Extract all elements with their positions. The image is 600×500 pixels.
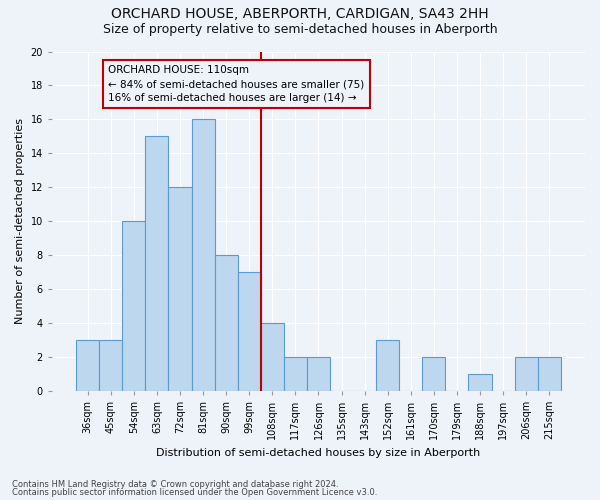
Bar <box>238 272 261 391</box>
Text: Contains public sector information licensed under the Open Government Licence v3: Contains public sector information licen… <box>12 488 377 497</box>
Bar <box>469 374 491 391</box>
Bar <box>76 340 99 391</box>
Y-axis label: Number of semi-detached properties: Number of semi-detached properties <box>15 118 25 324</box>
Bar <box>99 340 122 391</box>
X-axis label: Distribution of semi-detached houses by size in Aberporth: Distribution of semi-detached houses by … <box>157 448 481 458</box>
Bar <box>169 187 191 391</box>
Bar <box>215 255 238 391</box>
Bar <box>307 357 330 391</box>
Text: ORCHARD HOUSE: 110sqm
← 84% of semi-detached houses are smaller (75)
16% of semi: ORCHARD HOUSE: 110sqm ← 84% of semi-deta… <box>109 65 365 103</box>
Bar <box>422 357 445 391</box>
Bar <box>191 120 215 391</box>
Text: ORCHARD HOUSE, ABERPORTH, CARDIGAN, SA43 2HH: ORCHARD HOUSE, ABERPORTH, CARDIGAN, SA43… <box>111 8 489 22</box>
Bar <box>538 357 561 391</box>
Text: Contains HM Land Registry data © Crown copyright and database right 2024.: Contains HM Land Registry data © Crown c… <box>12 480 338 489</box>
Bar <box>284 357 307 391</box>
Bar <box>122 221 145 391</box>
Bar <box>261 323 284 391</box>
Bar <box>376 340 399 391</box>
Text: Size of property relative to semi-detached houses in Aberporth: Size of property relative to semi-detach… <box>103 22 497 36</box>
Bar <box>145 136 169 391</box>
Bar <box>515 357 538 391</box>
